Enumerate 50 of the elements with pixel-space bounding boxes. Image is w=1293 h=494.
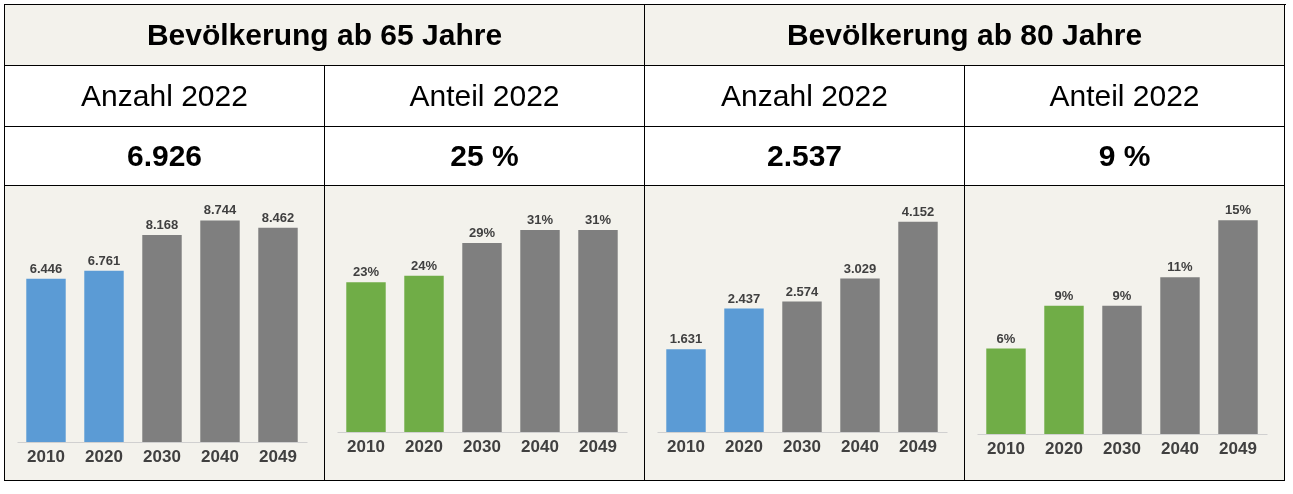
- x-tick-label: 2049: [259, 446, 297, 466]
- x-tick-label: 2040: [201, 446, 239, 466]
- chart-subtitle: 25 %: [325, 127, 644, 186]
- x-tick-label: 2030: [783, 436, 821, 456]
- data-label: 2.437: [727, 290, 761, 306]
- x-tick-label: 2020: [1045, 438, 1083, 458]
- data-label: 24%: [410, 257, 438, 273]
- x-tick-label: 2030: [143, 446, 181, 466]
- data-label: 8.462: [261, 209, 295, 225]
- x-tick-label: 2040: [841, 436, 879, 456]
- data-label: 15%: [1224, 202, 1252, 218]
- data-label: 2.574: [785, 283, 820, 299]
- x-tick-label: 2010: [27, 446, 65, 466]
- x-tick-label: 2010: [347, 436, 385, 456]
- chart-subtitle: 9 %: [965, 127, 1284, 186]
- text: Bevölkerung ab 80 Jahre: [645, 5, 1285, 66]
- chart-title: Anteil 2022: [965, 66, 1284, 127]
- chart-title: Anzahl 2022: [5, 66, 324, 127]
- data-label: 9%: [1054, 287, 1074, 303]
- x-tick-label: 2020: [85, 446, 123, 466]
- data-label: 6%: [996, 330, 1016, 346]
- data-label: 6.446: [29, 260, 63, 276]
- x-tick-label: 2049: [899, 436, 937, 456]
- x-tick-label: 2030: [1103, 438, 1141, 458]
- x-tick-label: 2040: [521, 436, 559, 456]
- chart-subtitle: 2.537: [645, 127, 964, 186]
- data-label: 8.744: [203, 202, 238, 218]
- x-tick-label: 2030: [463, 436, 501, 456]
- chart-title: Anzahl 2022: [645, 66, 964, 127]
- data-label: 23%: [352, 264, 380, 280]
- x-tick-label: 2049: [1219, 438, 1257, 458]
- data-label: 8.168: [145, 217, 179, 233]
- data-label: 1.631: [669, 331, 703, 347]
- data-label: 29%: [468, 225, 496, 241]
- data-label: 9%: [1112, 287, 1132, 303]
- x-tick-label: 2010: [987, 438, 1025, 458]
- data-label: 31%: [584, 212, 612, 228]
- x-tick-label: 2040: [1161, 438, 1199, 458]
- x-tick-label: 2049: [579, 436, 617, 456]
- data-label: 6.761: [87, 252, 121, 268]
- data-label: 4.152: [901, 203, 935, 219]
- chart-subtitle: 6.926: [5, 127, 324, 186]
- data-label: 11%: [1167, 259, 1194, 275]
- chart-title: Anteil 2022: [325, 66, 644, 127]
- x-tick-label: 2010: [667, 436, 705, 456]
- data-label: 3.029: [843, 260, 877, 276]
- x-tick-label: 2020: [725, 436, 763, 456]
- text: Bevölkerung ab 65 Jahre: [5, 5, 645, 66]
- x-tick-label: 2020: [405, 436, 443, 456]
- data-label: 31%: [526, 212, 554, 228]
